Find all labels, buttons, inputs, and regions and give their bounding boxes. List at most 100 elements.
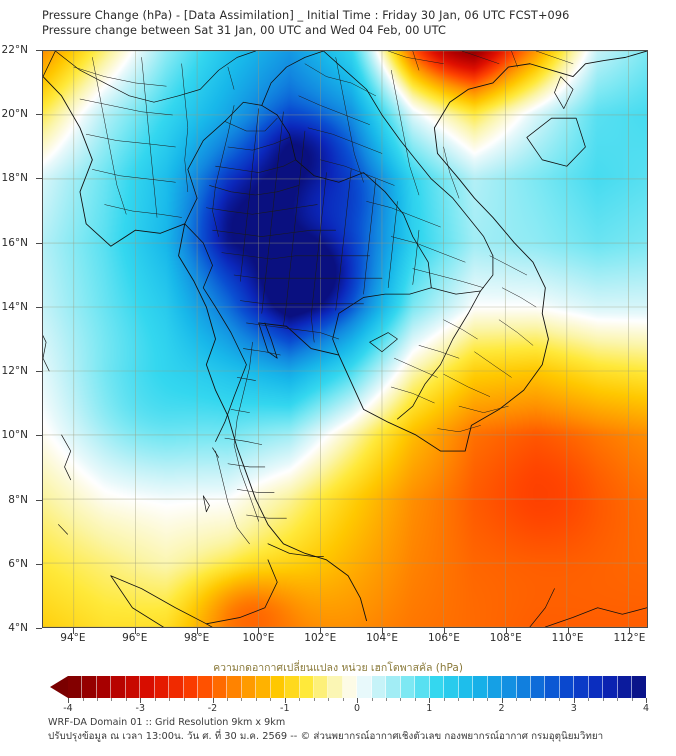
colorbar-extend-arrow-low	[50, 676, 68, 698]
colorbar-tick	[270, 698, 272, 701]
colorbar-segment	[386, 676, 401, 698]
colorbar-segment	[285, 676, 300, 698]
colorbar-segment	[140, 676, 155, 698]
xtick-label: 96°E	[122, 632, 148, 644]
colorbar-segment	[299, 676, 314, 698]
ytick-label: 14°N	[1, 300, 28, 313]
colorbar-segment	[212, 676, 228, 698]
colorbar-segment	[458, 676, 474, 698]
colorbar-tick	[487, 698, 489, 701]
xtick-label: 108°E	[489, 632, 522, 644]
colorbar-tick-label: -2	[207, 703, 218, 714]
xtick-label: 112°E	[613, 632, 646, 644]
xtick-mark	[72, 628, 74, 634]
xtick-label: 106°E	[427, 632, 460, 644]
ytick-mark	[36, 306, 42, 308]
colorbar-segment	[473, 676, 488, 698]
colorbar-tick-label: -4	[63, 703, 73, 714]
xtick-mark	[134, 628, 136, 634]
colorbar-tick	[429, 698, 431, 703]
colorbar-segment	[429, 676, 445, 698]
ytick-mark	[36, 178, 42, 180]
colorbar-tick	[125, 698, 127, 701]
xtick-mark	[567, 628, 569, 634]
xtick-mark	[505, 628, 507, 634]
colorbar-tick	[385, 698, 387, 701]
ytick-mark	[36, 499, 42, 501]
colorbar-segment	[82, 676, 97, 698]
xtick-mark	[196, 628, 198, 634]
colorbar-tick	[516, 698, 517, 701]
colorbar-tick-label: -3	[135, 703, 146, 714]
colorbar-tick	[472, 698, 474, 701]
figure-title-block: Pressure Change (hPa) - [Data Assimilati…	[42, 8, 642, 38]
colorbar	[50, 676, 646, 698]
colorbar-tick	[458, 698, 460, 701]
colorbar-tick	[313, 698, 315, 701]
xtick-mark	[320, 628, 322, 634]
colorbar-tick	[588, 698, 590, 701]
colorbar-segment	[96, 676, 112, 698]
colorbar-segment	[603, 676, 618, 698]
xtick-mark	[443, 628, 445, 634]
ytick-mark	[36, 371, 42, 373]
colorbar-tick	[414, 698, 416, 701]
colorbar-segment	[313, 676, 329, 698]
colorbar-segment	[227, 676, 242, 698]
colorbar-tick	[342, 698, 344, 701]
xtick-mark	[629, 628, 631, 634]
coastline-and-borders	[43, 51, 647, 627]
colorbar-segment	[531, 676, 546, 698]
xtick-label: 94°E	[60, 632, 86, 644]
figure-footer: WRF-DA Domain 01 :: Grid Resolution 9km …	[48, 716, 668, 744]
colorbar-tick	[140, 698, 142, 703]
colorbar-segment	[357, 676, 372, 698]
colorbar-tick	[357, 698, 358, 703]
colorbar-gradient	[68, 676, 646, 698]
ytick-mark	[36, 50, 42, 51]
xtick-mark	[382, 628, 384, 634]
colorbar-tick	[544, 698, 546, 701]
colorbar-tick	[602, 698, 604, 701]
colorbar-tick	[169, 698, 171, 701]
pressure-change-field	[43, 51, 647, 627]
footer-line-1: WRF-DA Domain 01 :: Grid Resolution 9km …	[48, 717, 286, 728]
colorbar-tick	[284, 698, 286, 703]
colorbar-tick	[183, 698, 185, 701]
title-line-1: Pressure Change (hPa) - [Data Assimilati…	[42, 9, 570, 22]
colorbar-tick	[617, 698, 619, 701]
ytick-label: 22°N	[1, 44, 28, 56]
colorbar-tick	[400, 698, 402, 701]
ytick-mark	[36, 114, 42, 116]
colorbar-tick	[154, 698, 156, 701]
colorbar-tick	[82, 698, 84, 701]
colorbar-tick	[198, 698, 200, 701]
colorbar-segment	[270, 676, 286, 698]
colorbar-tick	[299, 698, 301, 701]
colorbar-segment	[415, 676, 430, 698]
xtick-mark	[258, 628, 260, 634]
ytick-mark	[36, 435, 42, 437]
colorbar-tick-label: -1	[280, 703, 290, 714]
colorbar-title: ความกดอากาศเปลี่ยนแปลง หน่วย เฮกโตพาสคัล…	[213, 662, 463, 674]
colorbar-segment	[198, 676, 213, 698]
colorbar-tick	[559, 698, 561, 701]
colorbar-segment	[545, 676, 560, 698]
title-line-2: Pressure change between Sat 31 Jan, 00 U…	[42, 24, 446, 37]
colorbar-segment	[256, 676, 271, 698]
xtick-label: 110°E	[551, 632, 584, 644]
colorbar-tick	[530, 698, 532, 701]
colorbar-tick	[573, 698, 575, 703]
colorbar-tick	[111, 698, 113, 701]
graticule-gridlines	[43, 51, 647, 627]
colorbar-segment	[241, 676, 257, 698]
colorbar-segment	[588, 676, 604, 698]
colorbar-segment	[559, 676, 575, 698]
colorbar-segment	[111, 676, 126, 698]
xtick-label: 104°E	[366, 632, 399, 644]
colorbar-tick	[646, 698, 647, 703]
colorbar-segment	[169, 676, 184, 698]
colorbar-tick-label: 1	[426, 703, 433, 714]
colorbar-tick	[96, 698, 98, 701]
colorbar-tick-label: 4	[642, 703, 650, 714]
